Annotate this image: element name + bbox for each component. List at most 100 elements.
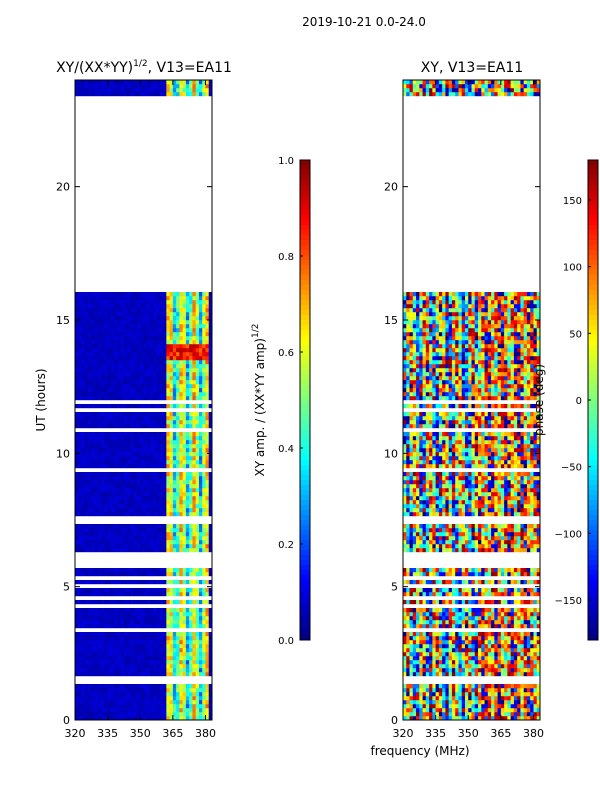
heatmap-cell (455, 656, 459, 661)
heatmap-cell (182, 612, 187, 617)
heatmap-cell (150, 704, 154, 709)
heatmap-cell (451, 668, 456, 673)
heatmap-cell (182, 548, 187, 553)
heatmap-cell (419, 700, 423, 705)
heatmap-cell (143, 568, 148, 573)
heatmap-cell (403, 620, 407, 625)
heatmap-cell (507, 652, 512, 657)
heatmap-cell (140, 544, 144, 549)
heatmap-cell (166, 360, 170, 365)
heatmap-cell (75, 692, 79, 697)
heatmap-cell (88, 436, 92, 441)
heatmap-cell (523, 640, 528, 645)
heatmap-cell (169, 640, 174, 645)
heatmap-cell (487, 660, 492, 665)
heatmap-cell (153, 648, 157, 653)
heatmap-cell (143, 464, 148, 469)
heatmap-cell (150, 460, 154, 465)
heatmap-cell (75, 484, 79, 489)
heatmap-cell (123, 432, 128, 437)
heatmap-cell (81, 324, 86, 329)
heatmap-cell (156, 344, 161, 349)
heatmap-cell (176, 508, 180, 513)
heatmap-cell (208, 608, 213, 613)
heatmap-cell (88, 84, 92, 89)
heatmap-cell (97, 632, 102, 637)
heatmap-cell (104, 420, 109, 425)
heatmap-cell (425, 640, 430, 645)
colorbar-segment (300, 265, 310, 271)
heatmap-cell (114, 572, 118, 577)
heatmap-cell (438, 664, 443, 669)
heatmap-cell (455, 636, 459, 641)
heatmap-cell (163, 336, 167, 341)
heatmap-cell (127, 92, 131, 97)
heatmap-cell (185, 600, 190, 605)
heatmap-cell (425, 620, 430, 625)
heatmap-cell (120, 660, 125, 665)
heatmap-cell (143, 344, 148, 349)
heatmap-cell (94, 316, 99, 321)
heatmap-cell (507, 644, 512, 649)
heatmap-cell (202, 688, 206, 693)
heatmap-cell (136, 92, 141, 97)
colorbar-segment (300, 465, 310, 471)
heatmap-cell (163, 368, 167, 373)
heatmap-cell (94, 340, 99, 345)
heatmap-cell (110, 508, 115, 513)
heatmap-cell (497, 624, 502, 629)
heatmap-cell (127, 500, 131, 505)
heatmap-cell (120, 600, 125, 605)
heatmap-cell (123, 712, 128, 717)
heatmap-cell (432, 672, 437, 677)
heatmap-cell (110, 684, 115, 689)
heatmap-cell (91, 640, 95, 645)
heatmap-cell (130, 672, 135, 677)
heatmap-cell (195, 352, 200, 357)
heatmap-cell (101, 504, 105, 509)
heatmap-cell (107, 380, 112, 385)
colorbar-segment (300, 195, 310, 201)
heatmap-cell (520, 672, 525, 677)
heatmap-cell (458, 684, 463, 689)
heatmap-cell (425, 624, 430, 629)
heatmap-cell (166, 636, 170, 641)
heatmap-cell (84, 608, 89, 613)
heatmap-cell (91, 444, 95, 449)
heatmap-cell (123, 356, 128, 361)
heatmap-cell (159, 656, 164, 661)
heatmap-cell (182, 328, 187, 333)
heatmap-cell (422, 684, 427, 689)
heatmap-cell (114, 540, 118, 545)
heatmap-cell (81, 688, 86, 693)
heatmap-cell (78, 80, 82, 85)
heatmap-cell (484, 656, 489, 661)
heatmap-cell (136, 600, 141, 605)
heatmap-cell (432, 692, 437, 697)
heatmap-cell (422, 664, 427, 669)
heatmap-cell (208, 460, 213, 465)
heatmap-cell (192, 688, 197, 693)
heatmap-cell (163, 356, 167, 361)
heatmap-cell (205, 92, 210, 97)
heatmap-cell (468, 668, 472, 673)
heatmap-cell (81, 368, 86, 373)
heatmap-cell (117, 392, 122, 397)
heatmap-cell (120, 360, 125, 365)
heatmap-cell (133, 460, 138, 465)
heatmap-cell (208, 500, 213, 505)
heatmap-cell (510, 644, 515, 649)
heatmap-cell (179, 536, 184, 541)
heatmap-cell (133, 372, 138, 377)
heatmap-cell (143, 644, 148, 649)
heatmap-cell (133, 580, 138, 585)
heatmap-cell (140, 696, 144, 701)
heatmap-cell (172, 452, 177, 457)
heatmap-cell (136, 388, 141, 393)
heatmap-cell (114, 500, 118, 505)
heatmap-cell (517, 656, 521, 661)
heatmap-cell (176, 300, 180, 305)
heatmap-cell (189, 88, 193, 93)
heatmap-cell (182, 444, 187, 449)
heatmap-cell (84, 624, 89, 629)
